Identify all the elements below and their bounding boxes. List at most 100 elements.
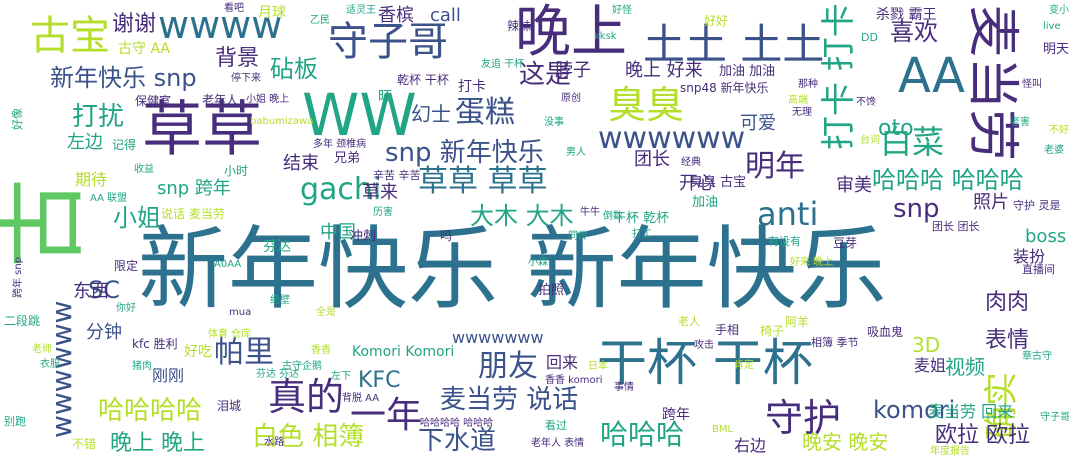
word: 一年 [350,395,423,436]
word: 香香 komori [545,375,603,386]
word: 拍照 [538,283,565,298]
word: 刚刚 [152,366,185,385]
word: 倒数 [603,211,623,222]
word: 乾杯 干杯 [397,73,449,87]
word: snp 新年快乐 [385,138,544,168]
word: 蛋糕 [455,95,515,130]
word: 哈哈哈哈 [98,396,203,426]
word: 新年快乐 snp [50,64,197,92]
word: 晚安 晚安 [802,430,889,454]
word: 白色 相簿 [252,422,365,452]
word: 牛牛 [580,207,600,218]
word: 辣妹 [507,19,532,33]
word: kksk [594,31,617,42]
word: 高端 [788,95,808,106]
word: 你好 [116,303,136,314]
word: 帕里 [214,335,274,370]
word: 守护 [765,396,842,440]
word: 月球 [258,5,286,21]
word: boss [1025,226,1067,247]
word: 哈哈哈哈 哈哈哈 [420,418,494,429]
word: 老人 [678,315,700,328]
word: 猪肉 [132,361,152,372]
word: 干杯 乾杯 [613,211,670,226]
word: live [1043,21,1061,32]
word: 照片 [973,192,1009,213]
word: 装扮 [1013,247,1046,266]
word: 台词 [860,135,880,146]
word: 干杯 干杯 [597,334,813,392]
word: 衣服 [40,359,60,370]
word: 芬达 芬达 [256,369,300,380]
word: 章古守 [1022,351,1052,362]
word: 真的 [268,375,345,419]
word: 事情 [614,382,634,393]
word: kfc 胜利 [132,337,178,351]
word: 守子哥 [328,19,448,65]
word: 打卡 打卡 [819,3,859,150]
word: 守护 灵是 [1013,199,1061,212]
word: 臭臭 [608,83,685,127]
word: BML [712,424,734,435]
word: 打卡 [458,79,486,95]
word: 香香 [311,345,331,356]
word: 左下 [331,371,351,382]
word: 麦当劳 说话 [440,385,579,415]
word: 好来 晚上 [790,257,834,268]
word: 好好 [704,14,729,28]
word: 回来 [546,353,579,372]
word: anti [757,195,819,233]
word: 小姐 晚上 [246,94,290,105]
word: 男人 [566,147,586,158]
word: 草草 草草 [418,164,548,199]
word: 晚上 [515,0,627,65]
word: 变小 [1049,5,1069,16]
word: 年度报告 [930,446,970,457]
word: 臭臭 古宝 [690,175,747,190]
word: 保健室 [135,94,172,108]
word: 分钟 [86,322,122,343]
word: 不馋 [856,97,876,108]
word: 兄弟 [334,151,361,166]
word: 大木 大木 [470,202,574,230]
word: 期待 [75,170,108,189]
word: 草来 [362,182,398,203]
word: 麦当劳 回来 [928,402,1014,421]
word: 脖子 [555,60,591,81]
word: 右边 [734,436,767,455]
word: 旺 [378,89,392,105]
word: 审美 [836,175,872,196]
word: 肉肉 [985,290,1030,315]
word: 背景 [215,46,260,71]
word: WW [302,81,417,149]
word: 谢谢 [112,12,157,37]
word: 明年 [745,149,805,184]
word: 守子哥 [1040,412,1070,423]
word: 不好 [1049,125,1069,136]
word: AA 联盟 [90,193,128,204]
word: Komori Komori [352,344,455,360]
word: 香槟 [378,5,414,26]
word: 老师 [32,344,52,355]
word: wwww [158,3,283,47]
word: mua [229,307,252,318]
word: 友追 干杯 [481,59,525,70]
word: 经典 [681,157,701,168]
word: 打工 [632,229,652,240]
word: komori [873,396,956,424]
word: babumizawa [250,116,314,127]
word: 肯定 [734,360,754,371]
word: snp [893,194,940,224]
word: 椅子 [760,324,785,338]
word: 攻击 [694,340,714,351]
word: 体育 仓库 [208,329,252,340]
word: 表情 [985,328,1030,353]
word: 古 [0,178,95,268]
word: 草草 [142,95,262,165]
word: snp48 新年快乐 [680,81,769,95]
word: 泪城 [217,399,242,413]
word: 同传 [568,231,588,242]
word: 背脱 AA [342,393,380,404]
word: 可爱 [740,113,776,134]
word: 日本 [588,361,608,372]
